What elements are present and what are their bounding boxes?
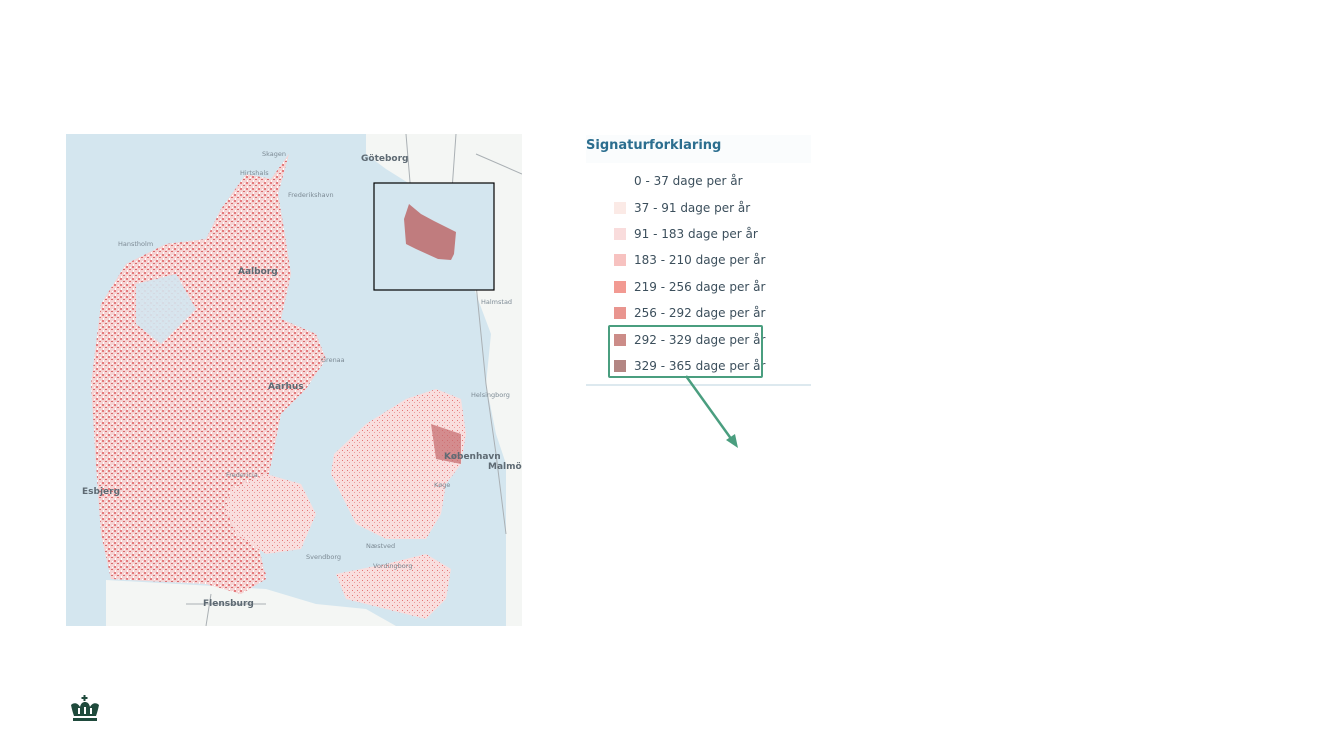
bornholm bbox=[404, 204, 456, 260]
label-hirtshals: Hirtshals bbox=[240, 169, 269, 177]
legend-panel: Signaturforklaring 0 - 37 dage per år 37 … bbox=[586, 135, 811, 386]
legend-item: 256 - 292 dage per år bbox=[614, 305, 765, 321]
legend-title: Signaturforklaring bbox=[586, 135, 811, 163]
label-esbjerg: Esbjerg bbox=[82, 487, 120, 497]
legend-swatch bbox=[614, 175, 626, 187]
legend-item: 183 - 210 dage per år bbox=[614, 252, 765, 268]
legend-swatch bbox=[614, 202, 626, 214]
label-grenaa: Grenaa bbox=[321, 356, 345, 364]
funen bbox=[226, 474, 316, 554]
legend-label: 292 - 329 dage per år bbox=[634, 333, 766, 347]
legend-label: 329 - 365 dage per år bbox=[634, 359, 766, 373]
legend-item: 219 - 256 dage per år bbox=[614, 279, 765, 295]
legend-item: 37 - 91 dage per år bbox=[614, 200, 750, 216]
label-kobenhavn: København bbox=[444, 452, 501, 462]
legend-swatch bbox=[614, 228, 626, 240]
crown-logo-icon bbox=[71, 695, 99, 721]
label-hanstholm: Hanstholm bbox=[118, 240, 153, 248]
label-skagen: Skagen bbox=[262, 150, 286, 158]
label-helsingborg: Helsingborg bbox=[471, 391, 510, 399]
label-flensburg: Flensburg bbox=[203, 599, 254, 609]
legend-highlight-box bbox=[608, 325, 763, 378]
label-goteborg: Göteborg bbox=[361, 154, 408, 164]
legend-item: 292 - 329 dage per år bbox=[614, 332, 765, 348]
label-svendborg: Svendborg bbox=[306, 553, 341, 561]
legend-label: 256 - 292 dage per år bbox=[634, 306, 766, 320]
legend-swatch bbox=[614, 307, 626, 319]
label-halmstad: Halmstad bbox=[481, 298, 512, 306]
label-malmo: Malmö bbox=[488, 462, 522, 472]
arrow-icon bbox=[684, 375, 738, 448]
label-vordingborg: Vordingborg bbox=[373, 562, 412, 570]
label-aarhus: Aarhus bbox=[268, 382, 304, 392]
legend-label: 37 - 91 dage per år bbox=[634, 201, 751, 215]
legend-item: 0 - 37 dage per år bbox=[614, 173, 743, 189]
label-koge: Køge bbox=[434, 481, 450, 489]
legend-label: 183 - 210 dage per år bbox=[634, 253, 766, 267]
legend-item: 91 - 183 dage per år bbox=[614, 226, 758, 242]
denmark-map: Skagen Göteborg Hirtshals Frederikshavn … bbox=[66, 134, 522, 626]
legend-label: 91 - 183 dage per år bbox=[634, 227, 758, 241]
label-aalborg: Aalborg bbox=[238, 267, 278, 277]
label-naestved: Næstved bbox=[366, 542, 395, 550]
legend-swatch bbox=[614, 360, 626, 372]
legend-item: 329 - 365 dage per år bbox=[614, 358, 765, 374]
lolland-falster bbox=[336, 554, 451, 619]
jutland bbox=[91, 154, 326, 594]
label-frederikshavn: Frederikshavn bbox=[288, 191, 334, 199]
legend-label: 0 - 37 dage per år bbox=[634, 174, 743, 188]
legend-swatch bbox=[614, 254, 626, 266]
legend-swatch bbox=[614, 281, 626, 293]
legend-swatch bbox=[614, 334, 626, 346]
legend-label: 219 - 256 dage per år bbox=[634, 280, 766, 294]
label-fredericia: Fredericia bbox=[226, 471, 258, 479]
germany-land bbox=[106, 580, 396, 626]
